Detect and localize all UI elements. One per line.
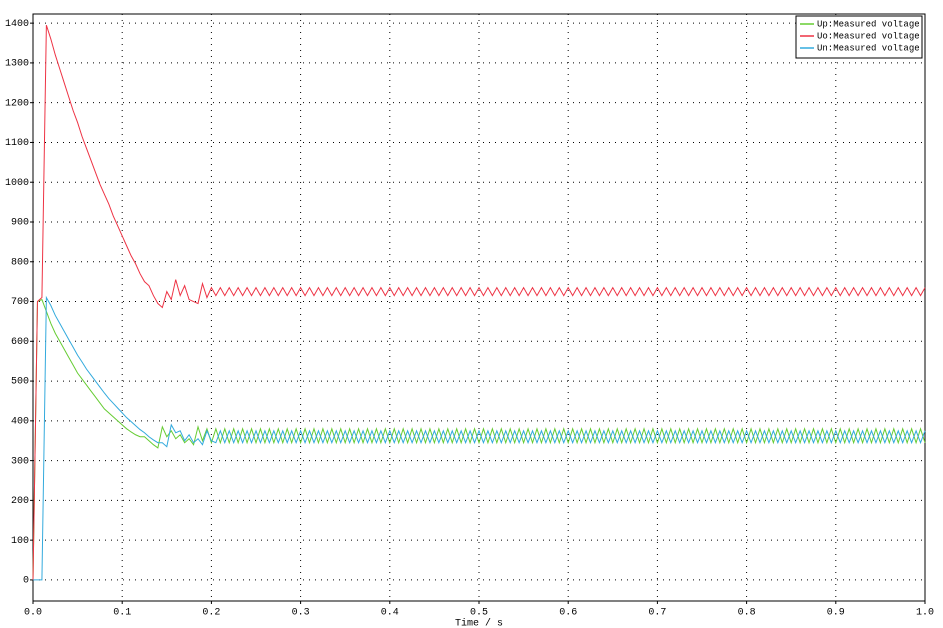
- y-tick-label: 500: [11, 377, 29, 388]
- x-tick-label: 0.6: [559, 608, 577, 619]
- x-tick-label: 1.0: [916, 608, 934, 619]
- x-tick-label: 0.8: [738, 608, 756, 619]
- plot-area: [32, 13, 926, 602]
- y-tick-label: 1000: [5, 178, 29, 189]
- x-tick-label: 0.0: [24, 608, 42, 619]
- y-tick-label: 800: [11, 257, 29, 268]
- y-tick-label: 400: [11, 416, 29, 427]
- y-tick-label: 1400: [5, 19, 29, 30]
- series-line: [33, 295, 926, 581]
- legend-label: Up:Measured voltage: [817, 19, 920, 29]
- y-tick-label: 1300: [5, 59, 29, 70]
- x-tick-label: 0.4: [381, 608, 399, 619]
- y-tick-label: 0: [23, 576, 29, 587]
- x-tick-label: 0.2: [202, 608, 220, 619]
- y-tick-label: 1100: [5, 138, 29, 149]
- x-tick-label: 0.1: [113, 608, 131, 619]
- series-line: [32, 298, 926, 580]
- x-axis-label: Time / s: [455, 618, 503, 628]
- x-tick-label: 0.3: [292, 608, 310, 619]
- x-tick-label: 0.5: [470, 608, 488, 619]
- series-line: [32, 24, 926, 580]
- y-tick-label: 600: [11, 337, 29, 348]
- y-tick-label: 100: [11, 536, 29, 547]
- y-tick-label: 700: [11, 297, 29, 308]
- legend-label: Un:Measured voltage: [817, 43, 920, 53]
- y-tick-label: 900: [11, 218, 29, 229]
- y-tick-label: 1200: [5, 98, 29, 109]
- y-tick-label: 300: [11, 456, 29, 467]
- x-tick-label: 0.7: [648, 608, 666, 619]
- legend-label: Uo:Measured voltage: [817, 31, 920, 41]
- x-tick-label: 0.9: [827, 608, 845, 619]
- legend-box: [795, 15, 923, 59]
- y-tick-label: 200: [11, 496, 29, 507]
